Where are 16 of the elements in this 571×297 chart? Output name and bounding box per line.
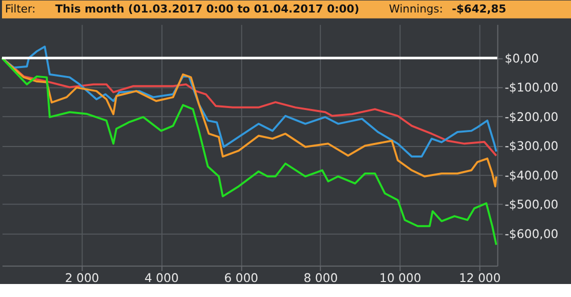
line-series	[0, 57, 498, 246]
y-tick-label: -$500,00	[504, 198, 558, 212]
text: Winnings: -$642,85	[389, 2, 506, 16]
x-tick-label: 4 000	[144, 271, 179, 286]
x-tick-label: 12 000	[458, 271, 501, 286]
x-tick-label: 2 000	[64, 271, 100, 286]
y-tick-label: -$200,00	[504, 110, 558, 124]
y-tick-label: $0,00	[504, 52, 539, 66]
x-tick-label: 8 000	[304, 271, 338, 286]
x-tick-label: 10 000	[379, 271, 422, 286]
y-tick-label: -$300,00	[504, 139, 558, 154]
y-tick-label: -$400,00	[504, 168, 558, 182]
y-tick-label: -$600,00	[504, 226, 558, 241]
chart-title: Filter: This month (01.03.2017 0:00 to 01.04.2017 0:00)	[4, 2, 360, 16]
y-tick-label: -$100,00	[504, 80, 558, 95]
x-tick-label: 6 000	[224, 271, 258, 286]
